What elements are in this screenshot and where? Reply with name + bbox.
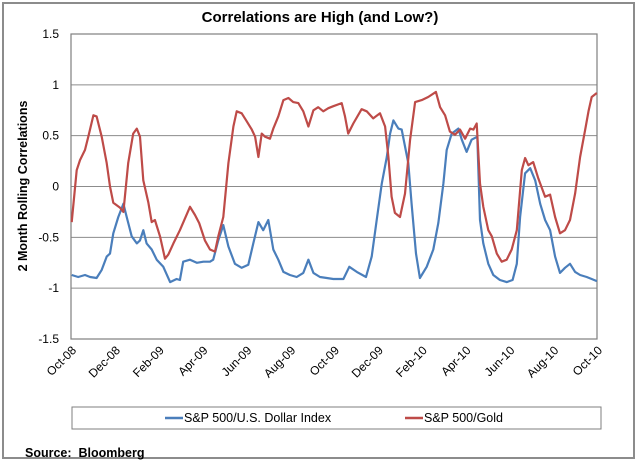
y-axis-label: 2 Month Rolling Correlations: [16, 101, 30, 272]
legend-label-gold: S&P 500/Gold: [424, 411, 503, 425]
y-tick-label: 1.5: [42, 27, 59, 41]
x-tick-label: Feb-09: [130, 343, 167, 380]
x-tick-label: Oct-10: [570, 343, 606, 379]
y-tick-label: -0.5: [38, 230, 59, 244]
x-tick-label: Jun-09: [219, 343, 255, 379]
series-line-gold: [70, 90, 598, 263]
y-tick-label: -1: [48, 281, 59, 295]
plot-area: [70, 33, 598, 340]
x-tick-label: Jun-10: [482, 343, 518, 379]
y-tick-label: 1: [52, 78, 59, 92]
chart-title: Correlations are High (and Low?): [202, 9, 439, 26]
series-lines: [70, 90, 598, 284]
x-tick-label: Apr-10: [438, 343, 474, 379]
x-tick-label: Oct-09: [307, 343, 343, 379]
y-axis: 1.5 1 0.5 0 -0.5 -1 -1.5: [38, 27, 59, 346]
legend: S&P 500/U.S. Dollar Index S&P 500/Gold: [71, 406, 602, 430]
x-tick-label: Apr-09: [175, 343, 211, 379]
x-tick-label: Aug-10: [524, 343, 561, 380]
source-note: Source: Bloomberg: [25, 446, 144, 460]
x-tick-label: Aug-09: [261, 343, 298, 380]
chart-frame: [2, 2, 635, 459]
x-tick-label: Dec-09: [349, 343, 386, 380]
legend-label-usd: S&P 500/U.S. Dollar Index: [184, 411, 332, 425]
gridlines: [71, 84, 597, 289]
series-line-usd-index: [71, 119, 598, 284]
x-axis: Oct-08 Dec-08 Feb-09 Apr-09 Jun-09 Aug-09 Oct-…: [44, 343, 606, 380]
legend-box: [71, 406, 602, 430]
x-tick-label: Feb-10: [393, 343, 430, 380]
x-tick-label: Oct-08: [44, 343, 80, 379]
y-tick-label: 0.5: [42, 129, 59, 143]
x-tick-label: Dec-08: [86, 343, 123, 380]
y-tick-label: 0: [52, 180, 59, 194]
y-tick-label: -1.5: [38, 332, 59, 346]
